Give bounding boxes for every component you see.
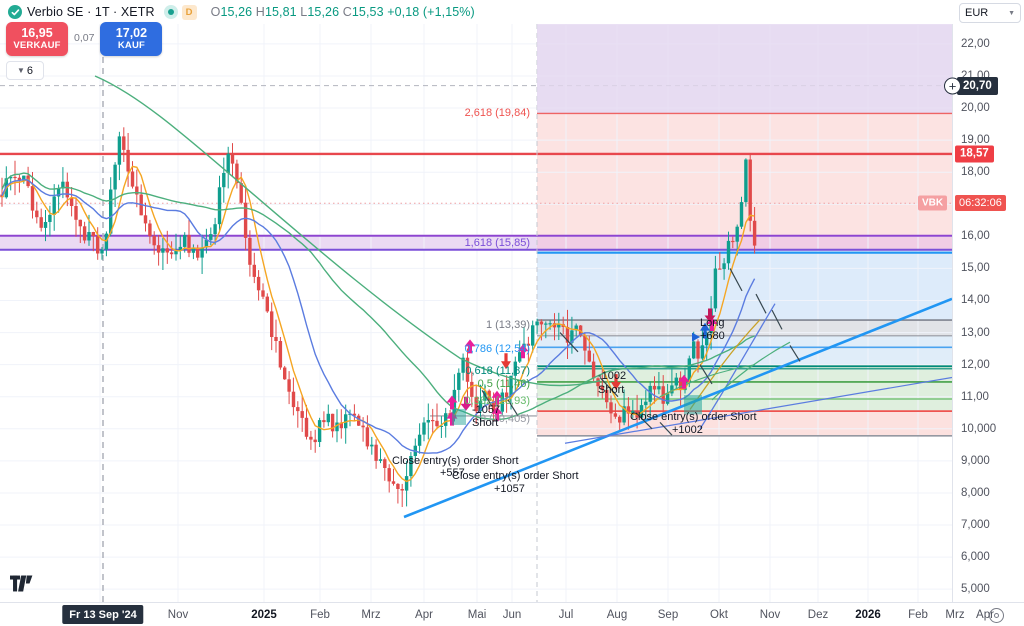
currency-label: EUR xyxy=(965,7,989,19)
buy-label: KAUF xyxy=(117,39,146,51)
price-tick: 6,000 xyxy=(961,551,990,564)
exchange-badge: VBK xyxy=(918,195,948,211)
sell-label: VERKAUF xyxy=(13,39,61,51)
ohlc-key: O xyxy=(210,5,221,19)
time-tick: Mrz xyxy=(361,609,381,621)
time-tick: Feb xyxy=(310,609,330,621)
price-tick: 16,00 xyxy=(961,230,990,243)
time-tick: Okt xyxy=(710,609,728,621)
sell-button[interactable]: 16,95 VERKAUF xyxy=(6,22,68,56)
trade-label: Close entry(s) order Short xyxy=(392,455,519,467)
fib-level-label: 0 (10,405) xyxy=(479,413,530,426)
crosshair-price-badge: 20,70 xyxy=(957,76,998,95)
price-tick: 13,00 xyxy=(961,326,990,339)
time-highlight-badge: Fr 13 Sep '24 xyxy=(62,605,144,624)
legend-badges: D xyxy=(163,4,197,20)
fib-level-label: 1,618 (15,85) xyxy=(464,236,530,249)
tradingview-logo[interactable] xyxy=(10,575,36,597)
trade-label: -1057 xyxy=(472,404,501,416)
ohlc-values: O15,26 H15,81 L15,26 C15,53 +0,18 (+1,15… xyxy=(211,5,475,19)
price-tick: 9,000 xyxy=(961,454,990,467)
ohlc-value: 15,26 xyxy=(220,5,253,19)
time-tick: Jul xyxy=(558,609,574,621)
trade-label: Close entry(s) order Short xyxy=(452,470,579,482)
chevron-down-icon: ▼ xyxy=(1008,9,1015,17)
price-tick: 12,00 xyxy=(961,358,990,371)
time-tick: Dez xyxy=(807,609,829,621)
gear-icon[interactable] xyxy=(989,608,1004,623)
time-tick: 2026 xyxy=(855,609,881,621)
time-tick: Nov xyxy=(759,609,781,621)
fib-level-label: 0,786 (12,54) xyxy=(464,343,530,356)
time-tick: 2025 xyxy=(251,609,277,621)
trade-label: +1057 xyxy=(494,483,525,495)
countdown-badge: 06:32:06 xyxy=(955,195,1006,212)
trade-label: Short xyxy=(472,417,499,429)
trade-label: Long xyxy=(700,317,725,329)
last-price-badge[interactable]: 18,57 xyxy=(955,145,994,163)
check-circle-icon xyxy=(8,5,22,19)
price-tick: 18,00 xyxy=(961,166,990,179)
fib-level-label: 1 (13,39) xyxy=(485,318,530,331)
price-tick: 7,000 xyxy=(961,519,990,532)
chart-pane[interactable] xyxy=(0,24,952,602)
fib-level-label: 0,5 (11,46) xyxy=(477,377,530,390)
plus-circle-icon[interactable]: + xyxy=(944,77,961,95)
session-dot-icon xyxy=(163,5,178,19)
quantity-stepper[interactable]: ▼ 6 xyxy=(6,61,44,80)
time-tick: Aug xyxy=(606,609,628,621)
quantity-value: 6 xyxy=(26,64,34,77)
price-tick: 15,00 xyxy=(961,262,990,275)
trade-label: +680 xyxy=(700,330,725,342)
time-tick: Mrz xyxy=(945,609,965,621)
ohlc-value: 15,81 xyxy=(264,5,297,19)
chevron-down-icon: ▼ xyxy=(16,66,25,75)
trade-label: Short xyxy=(598,384,625,396)
price-tick: 5,000 xyxy=(961,583,990,596)
ohlc-key: H xyxy=(255,5,265,19)
interval-badge[interactable]: D xyxy=(181,4,197,20)
trade-label: Close entry(s) order Short xyxy=(630,411,757,423)
time-scale[interactable]: AugNov2025FebMrzAprMaiJunJulAugSepOktNov… xyxy=(0,602,1024,626)
fib-level-label: 0,382 (10,93) xyxy=(464,395,530,408)
price-tick: 19,00 xyxy=(961,134,990,147)
price-tick: 10,000 xyxy=(961,422,997,435)
trade-label: -1002 xyxy=(598,370,627,382)
time-tick: Apr xyxy=(415,609,433,621)
ohlc-key: L xyxy=(300,5,308,19)
price-tick: 20,00 xyxy=(961,102,990,115)
time-tick: Nov xyxy=(167,609,189,621)
price-scale[interactable]: EUR ▼ 22,0021,0020,0019,0018,0017,0016,0… xyxy=(918,3,1024,602)
trade-widget: 16,95 VERKAUF 0,07 17,02 KAUF ▼ 6 xyxy=(6,22,163,80)
fib-level-label: 2,618 (19,84) xyxy=(464,107,530,120)
buy-button[interactable]: 17,02 KAUF xyxy=(100,22,163,56)
ohlc-value: 15,26 xyxy=(307,5,340,19)
symbol-title[interactable]: Verbio SE · 1T · XETR xyxy=(27,5,155,19)
sell-price: 16,95 xyxy=(21,26,53,41)
fib-level-label: 0,618 (11,87) xyxy=(465,365,530,378)
price-change: +0,18 (+1,15%) xyxy=(387,5,475,19)
chart-series-layer xyxy=(0,75,952,519)
currency-selector[interactable]: EUR ▼ xyxy=(959,3,1021,23)
time-tick: Mai xyxy=(467,609,487,621)
price-tick: 8,000 xyxy=(961,486,990,499)
time-tick: Sep xyxy=(657,609,679,621)
trade-label: +557 xyxy=(440,467,465,479)
trade-label: +1002 xyxy=(672,424,703,436)
price-tick: 22,00 xyxy=(961,37,990,50)
spread-value: 0,07 xyxy=(74,32,95,44)
ohlc-value: 15,53 xyxy=(351,5,384,19)
ohlc-key: C xyxy=(342,5,352,19)
chart-legend: Verbio SE · 1T · XETR D O15,26 H15,81 L1… xyxy=(0,0,1024,24)
buy-price: 17,02 xyxy=(115,26,148,41)
chart-plot-area[interactable]: 2,618 (19,84) 1,618 (15,85) 1 (13,39) 0,786… xyxy=(0,24,952,602)
price-tick: 14,00 xyxy=(961,294,990,307)
time-tick: Feb xyxy=(908,609,928,621)
price-tick: 11,00 xyxy=(961,390,989,403)
time-tick: Jun xyxy=(502,609,522,621)
